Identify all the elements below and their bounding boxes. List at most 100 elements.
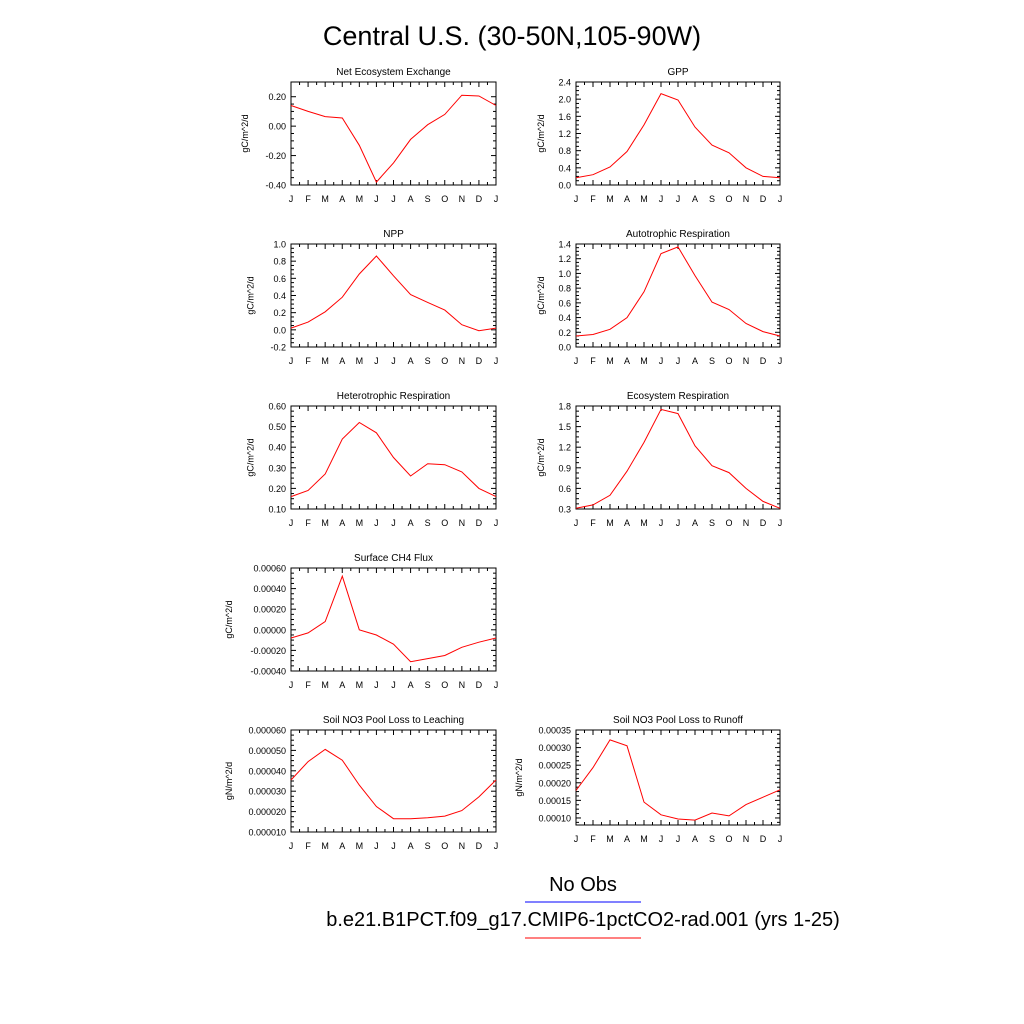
x-tick-label: J: [494, 841, 499, 851]
y-tick-label: 0.0: [273, 325, 286, 335]
x-tick-label: J: [289, 356, 294, 366]
x-tick-label: J: [659, 518, 664, 528]
x-tick-label: A: [624, 518, 630, 528]
y-tick-label: 0.20: [268, 484, 286, 494]
y-tick-label: 0.2: [558, 328, 571, 338]
x-tick-label: O: [441, 518, 448, 528]
y-tick-label: 0.8: [558, 284, 571, 294]
x-tick-label: S: [425, 841, 431, 851]
plot-frame: [290, 243, 497, 348]
y-tick-label: 0.00040: [253, 584, 286, 594]
x-tick-label: O: [441, 680, 448, 690]
y-tick-label: 0.00010: [538, 813, 571, 823]
y-tick-label: 0.30: [268, 463, 286, 473]
x-tick-label: A: [339, 680, 345, 690]
panel-title: Surface CH4 Flux: [354, 553, 433, 564]
x-tick-label: J: [391, 194, 396, 204]
x-tick-label: S: [425, 680, 431, 690]
plot-frame: [290, 567, 497, 672]
panel-title: NPP: [383, 229, 404, 240]
y-tick-label: 0.6: [273, 274, 286, 284]
series-line: [575, 739, 781, 821]
x-tick-label: J: [676, 834, 681, 844]
y-tick-label: 2.0: [558, 95, 571, 105]
x-tick-label: F: [590, 834, 596, 844]
series-line: [290, 255, 497, 332]
x-tick-label: A: [692, 194, 698, 204]
x-tick-label: F: [305, 518, 311, 528]
x-tick-label: M: [356, 356, 364, 366]
x-tick-label: O: [441, 194, 448, 204]
y-tick-label: -0.40: [265, 181, 286, 191]
y-axis-label: gC/m^2/d: [245, 438, 255, 476]
y-tick-label: 0.0: [558, 181, 571, 191]
y-tick-label: -0.00020: [250, 646, 286, 656]
legend-obs-label: No Obs: [549, 874, 617, 896]
x-tick-label: J: [289, 680, 294, 690]
y-tick-label: 0.50: [268, 422, 286, 432]
x-tick-label: O: [725, 518, 732, 528]
x-tick-label: N: [459, 194, 466, 204]
y-tick-label: 0.8: [273, 257, 286, 267]
legend-model-label: b.e21.B1PCT.f09_g17.CMIP6-1pctCO2-rad.00…: [326, 909, 840, 931]
x-tick-label: M: [356, 680, 364, 690]
x-tick-label: D: [760, 834, 767, 844]
x-tick-label: J: [574, 356, 579, 366]
x-tick-label: M: [321, 680, 329, 690]
x-tick-label: F: [305, 680, 311, 690]
x-tick-label: N: [459, 356, 466, 366]
x-tick-label: F: [305, 356, 311, 366]
x-tick-label: A: [408, 680, 414, 690]
series-line: [290, 748, 497, 820]
x-tick-label: D: [476, 841, 483, 851]
plot-frame: [575, 243, 781, 348]
y-axis-label: gC/m^2/d: [536, 114, 546, 152]
x-tick-label: D: [476, 518, 483, 528]
x-tick-label: J: [676, 356, 681, 366]
y-axis-label: gN/m^2/d: [224, 762, 234, 800]
x-tick-label: D: [760, 518, 767, 528]
y-tick-label: 1.0: [273, 240, 286, 250]
x-tick-label: A: [339, 356, 345, 366]
series-line: [290, 574, 497, 663]
x-tick-label: O: [725, 356, 732, 366]
y-axis-label: gC/m^2/d: [536, 276, 546, 314]
x-tick-label: M: [606, 834, 614, 844]
x-tick-label: M: [321, 194, 329, 204]
y-tick-label: 1.4: [558, 240, 571, 250]
x-tick-label: J: [574, 194, 579, 204]
x-tick-label: J: [574, 834, 579, 844]
x-tick-label: J: [374, 680, 379, 690]
x-tick-label: D: [476, 356, 483, 366]
y-tick-label: 1.0: [558, 269, 571, 279]
x-tick-label: M: [606, 194, 614, 204]
panel-title: GPP: [667, 67, 688, 78]
plot-frame: [575, 729, 781, 826]
y-tick-label: 0.000020: [248, 807, 286, 817]
panel-title: Soil NO3 Pool Loss to Runoff: [613, 715, 743, 726]
page-title: Central U.S. (30-50N,105-90W): [323, 21, 701, 51]
plot-frame: [575, 405, 781, 510]
x-tick-label: A: [624, 834, 630, 844]
x-tick-label: A: [408, 841, 414, 851]
x-tick-label: S: [709, 356, 715, 366]
x-tick-label: A: [692, 518, 698, 528]
x-tick-label: A: [339, 194, 345, 204]
y-tick-label: -0.20: [265, 151, 286, 161]
y-tick-label: 0.000010: [248, 828, 286, 838]
y-tick-label: 1.2: [558, 443, 571, 453]
x-tick-label: J: [659, 834, 664, 844]
x-tick-label: M: [356, 518, 364, 528]
x-tick-label: J: [659, 194, 664, 204]
y-tick-label: 0.0: [558, 343, 571, 353]
y-tick-label: 0.00025: [538, 761, 571, 771]
x-tick-label: J: [574, 518, 579, 528]
x-tick-label: N: [743, 518, 750, 528]
y-tick-label: 1.2: [558, 254, 571, 264]
x-tick-label: J: [494, 518, 499, 528]
x-tick-label: A: [624, 194, 630, 204]
y-tick-label: 0.00020: [253, 605, 286, 615]
x-tick-label: D: [476, 680, 483, 690]
